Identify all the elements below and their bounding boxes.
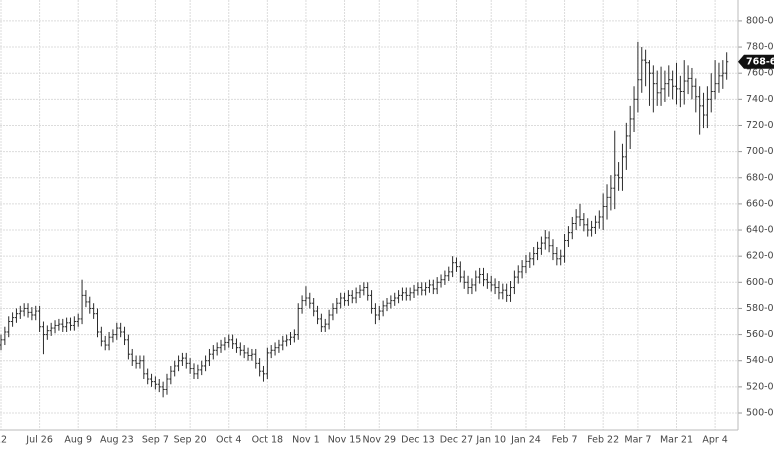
y-tick-label: 500-0 xyxy=(746,408,774,419)
x-tick-label: Mar 7 xyxy=(624,435,651,446)
y-tick-label: 660-0 xyxy=(746,198,774,209)
x-tick-label: 12 xyxy=(0,435,7,446)
x-tick-label: Aug 9 xyxy=(64,435,92,446)
x-tick-label: Jan 24 xyxy=(510,435,541,446)
x-tick-label: Jul 26 xyxy=(25,435,53,446)
y-tick-label: 520-0 xyxy=(746,381,774,392)
y-tick-label: 740-0 xyxy=(746,94,774,105)
x-tick-label: Nov 29 xyxy=(362,435,396,446)
y-tick-label: 560-0 xyxy=(746,329,774,340)
x-tick-label: Mar 21 xyxy=(660,435,693,446)
y-tick-label: 540-0 xyxy=(746,355,774,366)
y-tick-label: 640-0 xyxy=(746,225,774,236)
y-tick-label: 760-0 xyxy=(746,68,774,79)
x-tick-label: Sep 7 xyxy=(142,435,169,446)
last-price-tag xyxy=(738,54,774,69)
y-tick-label: 680-0 xyxy=(746,172,774,183)
last-price-label: 768-6 xyxy=(746,56,777,67)
x-tick-label: Dec 27 xyxy=(440,435,474,446)
y-tick-label: 800-0 xyxy=(746,15,774,26)
y-tick-label: 700-0 xyxy=(746,146,774,157)
x-tick-label: Apr 4 xyxy=(702,435,728,446)
y-tick-label: 720-0 xyxy=(746,120,774,131)
y-tick-label: 620-0 xyxy=(746,251,774,262)
y-tick-label: 580-0 xyxy=(746,303,774,314)
x-tick-label: Sep 20 xyxy=(174,435,207,446)
y-tick-label: 780-0 xyxy=(746,42,774,53)
x-tick-label: Jan 10 xyxy=(475,435,506,446)
x-tick-label: Oct 18 xyxy=(252,435,284,446)
x-tick-label: Nov 1 xyxy=(292,435,320,446)
x-tick-label: Nov 15 xyxy=(328,435,362,446)
x-tick-label: Oct 4 xyxy=(216,435,242,446)
x-tick-label: Feb 7 xyxy=(552,435,578,446)
y-tick-label: 600-0 xyxy=(746,277,774,288)
x-tick-label: Aug 23 xyxy=(100,435,134,446)
x-tick-label: Feb 22 xyxy=(587,435,619,446)
x-tick-label: Dec 13 xyxy=(401,435,435,446)
